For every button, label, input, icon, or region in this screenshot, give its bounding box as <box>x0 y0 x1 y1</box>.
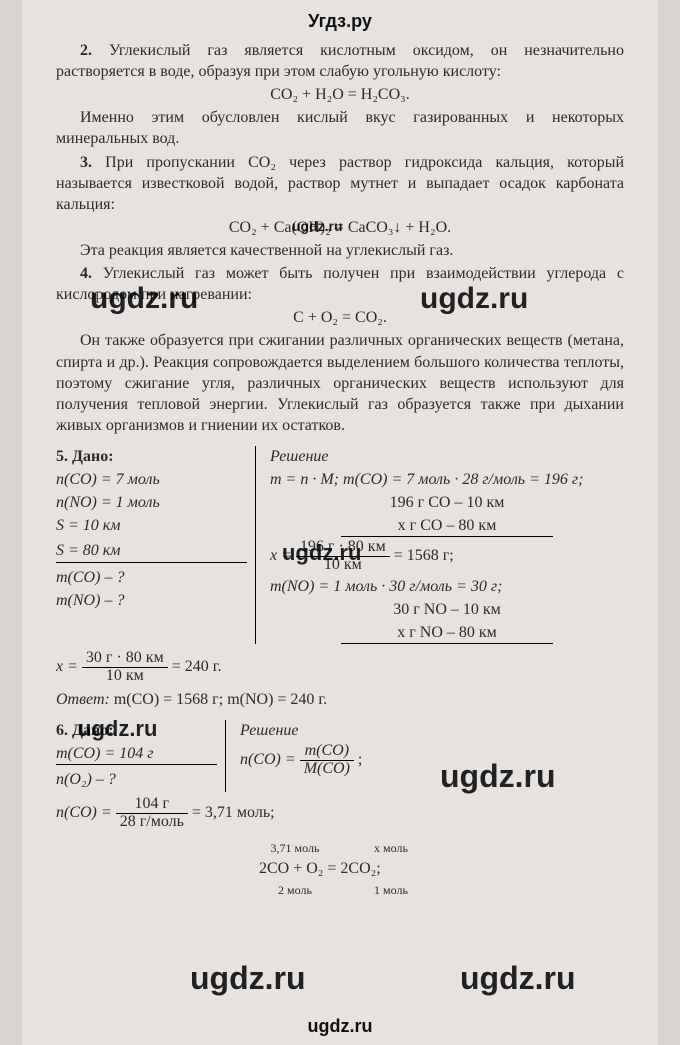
solution-6: Решение n(CO) = m(CO) M(CO) ; <box>226 720 624 792</box>
frac-6b-num: 104 г <box>116 796 188 814</box>
problem-6: 6. Дано: m(CO) = 104 г n(O₂) – ? Решение… <box>56 720 624 900</box>
s6-1-pre: n(CO) = <box>240 751 300 768</box>
g5-4: S = 80 км <box>56 540 247 562</box>
dano-6: Дано: <box>72 722 114 739</box>
frac-6a: m(CO) M(CO) <box>300 743 354 778</box>
text-4a: Углекислый газ может быть получен при вз… <box>56 265 624 303</box>
s5-2: 196 г CO – 10 км <box>270 492 624 513</box>
eq-4: C + O₂ = CO₂. <box>56 307 624 328</box>
eq-3: CO₂ + Ca(OH)₂ = CaCO₃↓ + H₂O. <box>56 217 624 238</box>
frac-5b-den: 10 км <box>82 668 168 685</box>
q6-1: n(O₂) – ? <box>56 769 217 790</box>
s5-3: x г CO – 80 км <box>341 515 553 537</box>
text-4b: Он также образуется при сжигании различн… <box>56 330 624 436</box>
given-5: 5. Дано: n(CO) = 7 моль n(NO) = 1 моль S… <box>56 446 256 644</box>
s6-eq: 3,71 моль x моль 2CO + O₂ = 2CO₂; 2 моль… <box>56 837 624 900</box>
g5-3: S = 10 км <box>56 515 247 536</box>
text-2a: Углекислый газ является кислотным оксидо… <box>56 42 624 80</box>
text-3a: При пропускании CO₂ через раствор гидрок… <box>56 154 624 213</box>
s5-7: x г NO – 80 км <box>341 622 553 644</box>
watermark-top: Угдз.ру <box>22 10 658 34</box>
answer-5: Ответ: m(CO) = 1568 г; m(NO) = 240 г. <box>56 689 624 710</box>
s6-1: n(CO) = m(CO) M(CO) ; <box>240 743 624 778</box>
q5-2: m(NO) – ? <box>56 590 247 611</box>
text-2b: Именно этим обусловлен кислый вкус газир… <box>56 107 624 149</box>
s5-1: m = n · M; m(CO) = 7 моль · 28 г/моль = … <box>270 469 624 490</box>
frac-5b-num: 30 г · 80 км <box>82 650 168 668</box>
given-6: 6. Дано: m(CO) = 104 г n(O₂) – ? <box>56 720 226 792</box>
s5-x: x = 30 г · 80 км 10 км = 240 г. <box>56 650 624 685</box>
g5-2: n(NO) = 1 моль <box>56 492 247 513</box>
s6-2-pre: n(CO) = <box>56 804 116 821</box>
para-3: 3. При пропускании CO₂ через раствор гид… <box>56 152 624 215</box>
frac-6b-den: 28 г/моль <box>116 814 188 831</box>
s6-2: n(CO) = 104 г 28 г/моль = 3,71 моль; <box>56 796 624 831</box>
bot1: 2 моль <box>259 883 331 899</box>
num-5: 5. <box>56 448 68 465</box>
s5-4-post: = 1568 г; <box>394 547 454 564</box>
frac-5a: 196 г · 80 км 10 км <box>296 539 390 574</box>
top1: 3,71 моль <box>259 841 331 857</box>
num-6: 6. <box>56 722 68 739</box>
resh-6: Решение <box>240 720 624 741</box>
ans5-text: m(CO) = 1568 г; m(NO) = 240 г. <box>110 691 327 708</box>
s5-5: m(NO) = 1 моль · 30 г/моль = 30 г; <box>270 576 624 597</box>
eq6: 2CO + O₂ = 2CO₂; <box>259 860 381 877</box>
s5-4-pre: x = <box>270 547 296 564</box>
ans5-label: Ответ: <box>56 691 110 708</box>
frac-6a-num: m(CO) <box>300 743 354 761</box>
problem-5: 5. Дано: n(CO) = 7 моль n(NO) = 1 моль S… <box>56 446 624 710</box>
frac-5b: 30 г · 80 км 10 км <box>82 650 168 685</box>
frac-5a-den: 10 км <box>296 557 390 574</box>
g6-1: m(CO) = 104 г <box>56 743 217 765</box>
frac-5a-num: 196 г · 80 км <box>296 539 390 557</box>
solution-5: Решение m = n · M; m(CO) = 7 моль · 28 г… <box>256 446 624 644</box>
s5-x-post: = 240 г. <box>172 658 222 675</box>
q5-1: m(CO) – ? <box>56 567 247 588</box>
top2: x моль <box>361 841 421 857</box>
num-3: 3. <box>80 154 92 171</box>
eq-2: CO₂ + H₂O = H₂CO₃. <box>56 84 624 105</box>
bot2: 1 моль <box>361 883 421 899</box>
para-4: 4. Углекислый газ может быть получен при… <box>56 263 624 305</box>
s5-x-pre: x = <box>56 658 82 675</box>
s5-4: x = 196 г · 80 км 10 км = 1568 г; <box>270 539 624 574</box>
s5-6: 30 г NO – 10 км <box>270 599 624 620</box>
g5-1: n(CO) = 7 моль <box>56 469 247 490</box>
frac-6b: 104 г 28 г/моль <box>116 796 188 831</box>
watermark-bottom: ugdz.ru <box>22 1015 658 1039</box>
para-2: 2. Углекислый газ является кислотным окс… <box>56 40 624 82</box>
dano-5: Дано: <box>72 448 114 465</box>
s6-2-post: = 3,71 моль; <box>192 804 275 821</box>
frac-6a-den: M(CO) <box>300 761 354 778</box>
text-3b: Эта реакция является качественной на угл… <box>56 240 624 261</box>
resh-5: Решение <box>270 446 624 467</box>
s6-1-post: ; <box>358 751 362 768</box>
num-2: 2. <box>80 42 92 59</box>
page: Угдз.ру 2. Углекислый газ является кисло… <box>22 0 658 1045</box>
num-4: 4. <box>80 265 92 282</box>
